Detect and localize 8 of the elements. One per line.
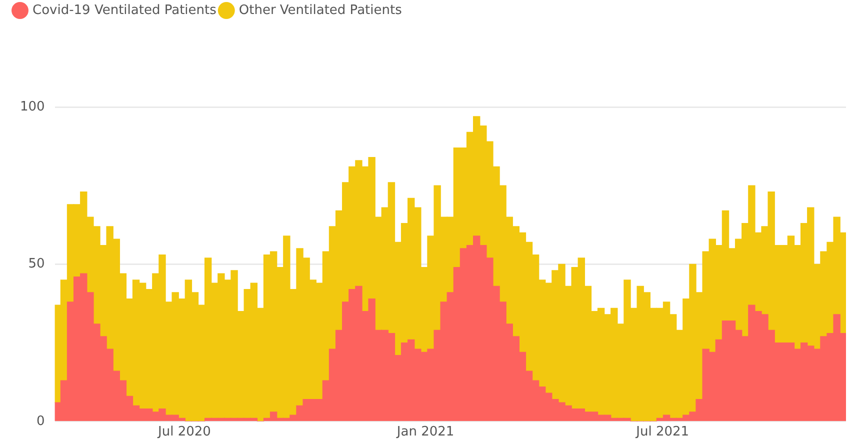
y-tick-label: 100 bbox=[20, 99, 45, 114]
x-tick-label: Jul 2020 bbox=[157, 424, 211, 440]
legend-label: Other Ventilated Patients bbox=[238, 2, 402, 18]
x-tick-label: Jan 2021 bbox=[396, 424, 454, 440]
x-tick-label: Jul 2021 bbox=[635, 424, 690, 440]
y-tick-label: 0 bbox=[36, 414, 45, 429]
y-tick-label: 50 bbox=[28, 256, 45, 272]
legend-label: Covid-19 Ventilated Patients bbox=[32, 2, 217, 18]
